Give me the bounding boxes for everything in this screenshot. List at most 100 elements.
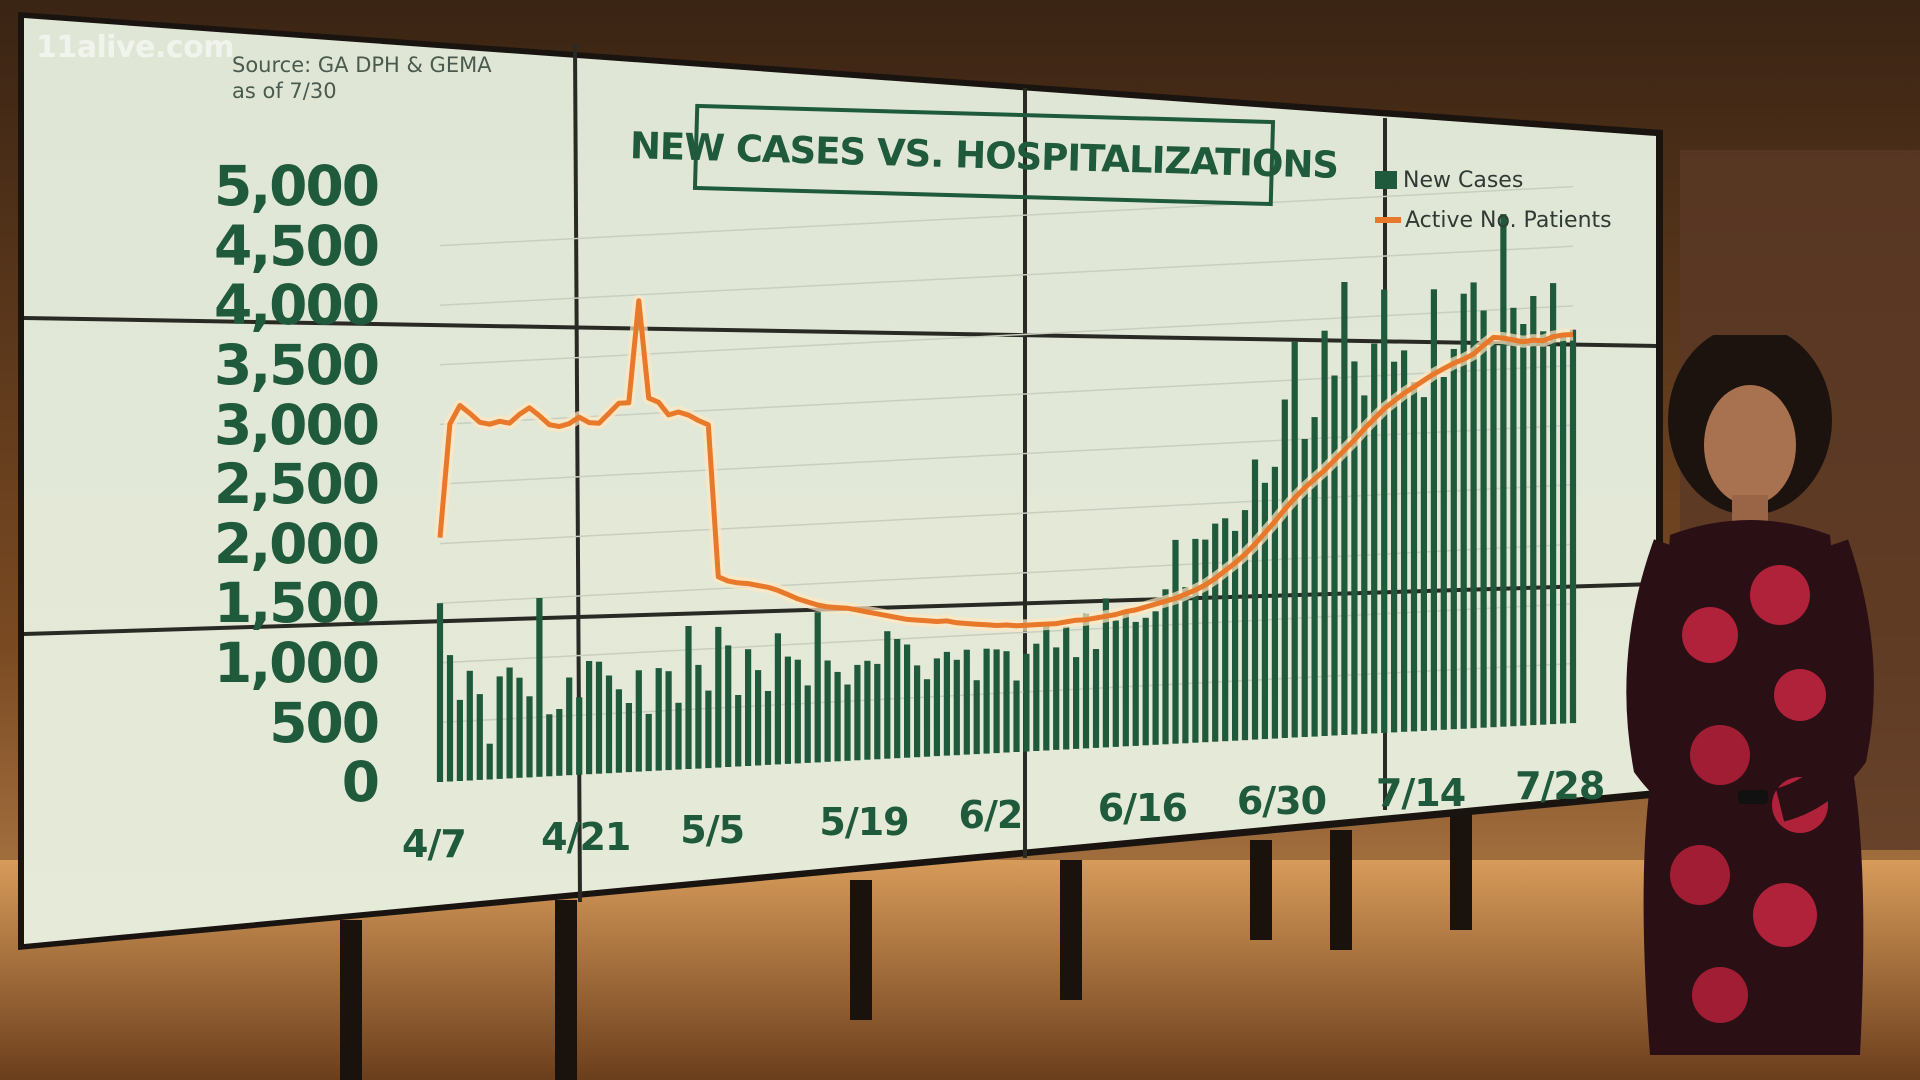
bar-4/7 [436, 603, 444, 782]
bar-6/2 [993, 649, 1000, 754]
bar-6/20 [1172, 539, 1179, 744]
grid-line [439, 245, 1574, 306]
bar-6/7 [1043, 625, 1050, 751]
bar-5/25 [914, 665, 921, 758]
bar-5/24 [904, 644, 911, 758]
bar-4/21 [576, 697, 583, 775]
bar-7/21 [1480, 310, 1487, 728]
grid-line [439, 185, 1574, 247]
bar-5/30 [963, 649, 970, 755]
bar-6/21 [1182, 587, 1189, 744]
legend-item-active-patients: Active No. Patients [1375, 200, 1612, 240]
bar-6/9 [1063, 626, 1070, 750]
bar-7/27 [1540, 331, 1547, 725]
y-tick-label: 2,500 [214, 452, 380, 517]
x-tick-label: 6/16 [1097, 785, 1188, 830]
chart-title: NEW CASES VS. HOSPITALIZATIONS [629, 103, 1339, 207]
bar-6/24 [1212, 523, 1219, 742]
y-tick-label: 3,000 [214, 392, 380, 457]
bar-5/23 [894, 639, 901, 759]
bar-6/26 [1232, 530, 1239, 741]
bar-5/9 [755, 670, 762, 766]
x-tick-label: 6/2 [958, 793, 1024, 838]
bar-7/16 [1430, 289, 1437, 731]
bar-5/8 [745, 649, 752, 766]
source-note: Source: GA DPH & GEMA as of 7/30 [232, 52, 492, 104]
bar-5/1 [675, 702, 682, 770]
bar-6/29 [1261, 482, 1268, 740]
bar-6/10 [1073, 657, 1080, 749]
y-axis: 5,000 4,500 4,000 3,500 3,000 2,500 2,000 1,500… [170, 0, 380, 1080]
bar-4/17 [536, 598, 543, 777]
bar-5/31 [973, 680, 980, 755]
bar-4/8 [446, 655, 454, 782]
y-tick-label: 5,000 [214, 154, 380, 219]
bar-6/15 [1122, 611, 1129, 747]
bar-5/17 [834, 671, 841, 762]
bar-4/23 [595, 661, 603, 774]
bar-7/9 [1361, 395, 1368, 734]
x-tick-label: 7/28 [1515, 764, 1605, 809]
bar-5/14 [804, 685, 811, 763]
bar-4/12 [486, 743, 493, 780]
bar-4/18 [546, 714, 553, 777]
y-tick-label: 4,000 [214, 273, 380, 338]
bar-5/18 [844, 684, 851, 761]
bar-5/7 [735, 695, 742, 767]
bar-6/14 [1112, 620, 1119, 747]
bar-5/3 [695, 664, 702, 769]
chart-legend: New Cases Active No. Patients [1375, 160, 1612, 240]
bar-7/7 [1341, 282, 1348, 735]
y-tick-label: 4,500 [214, 213, 380, 278]
legend-item-new-cases: New Cases [1375, 160, 1612, 200]
bar-5/22 [884, 631, 891, 759]
source-line-1: Source: GA DPH & GEMA [232, 53, 492, 77]
source-line-2: as of 7/30 [232, 79, 337, 103]
bar-6/11 [1082, 613, 1090, 749]
bar-4/13 [496, 676, 503, 779]
bar-6/6 [1033, 643, 1040, 751]
bar-5/19 [854, 664, 861, 761]
bar-5/10 [764, 691, 772, 765]
legend-label-new-cases: New Cases [1403, 167, 1524, 193]
bar-7/3 [1301, 439, 1308, 737]
bar-4/19 [556, 709, 563, 776]
bar-7/13 [1401, 350, 1408, 732]
bar-7/25 [1520, 324, 1527, 726]
bar-5/2 [685, 626, 692, 769]
bar-5/12 [784, 656, 791, 764]
bar-4/26 [625, 703, 632, 773]
bar-5/27 [933, 658, 940, 757]
bar-5/16 [824, 660, 831, 762]
bar-6/8 [1053, 647, 1060, 750]
bar-4/20 [566, 677, 573, 776]
x-tick-label: 4/7 [402, 822, 467, 866]
bar-6/22 [1192, 538, 1199, 743]
bar-series-new-cases [436, 214, 1577, 782]
bar-5/6 [725, 645, 732, 767]
x-tick-label: 4/21 [541, 814, 631, 859]
bar-4/29 [655, 668, 662, 771]
bar-6/12 [1092, 649, 1100, 748]
bar-7/5 [1321, 330, 1328, 736]
bar-4/27 [635, 670, 642, 772]
y-tick-label: 2,000 [214, 511, 380, 576]
line-series-active-patients [437, 298, 1574, 629]
x-tick-label: 5/19 [819, 800, 909, 845]
bar-6/30 [1271, 466, 1278, 739]
legend-label-active-patients: Active No. Patients [1405, 207, 1612, 233]
bar-7/10 [1371, 343, 1378, 734]
bar-4/16 [526, 696, 533, 778]
bar-7/15 [1420, 397, 1427, 731]
bar-7/6 [1331, 375, 1338, 736]
bar-6/18 [1152, 611, 1159, 745]
bar-4/11 [476, 694, 483, 780]
bar-4/15 [516, 677, 523, 778]
bar-6/4 [1013, 680, 1020, 752]
bar-6/23 [1202, 539, 1209, 743]
bar-5/4 [705, 690, 712, 769]
bar-5/5 [715, 626, 722, 768]
bar-4/14 [506, 667, 513, 779]
x-tick-label: 5/5 [680, 807, 745, 852]
bar-6/5 [1023, 653, 1030, 752]
